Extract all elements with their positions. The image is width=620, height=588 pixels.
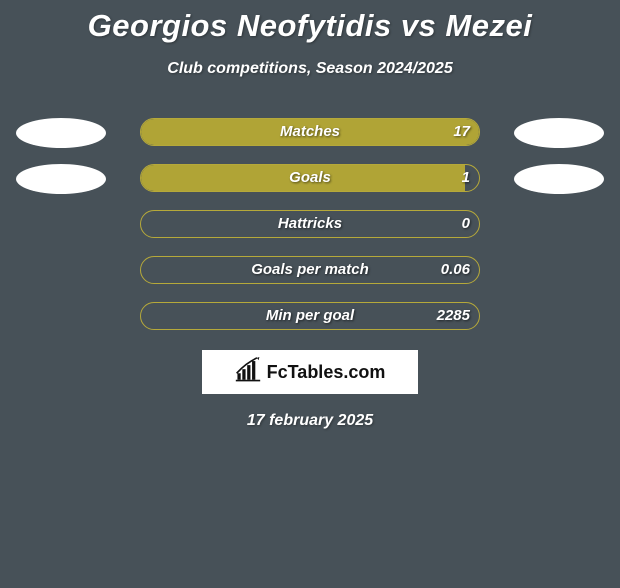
stat-row: Goals per match0.06 [0,256,620,284]
bar-chart-icon [235,357,261,388]
player-left-jersey [16,118,106,148]
stat-bar [140,256,480,284]
stat-row: Hattricks0 [0,210,620,238]
stat-bar-fill [141,119,479,145]
player-right-jersey [514,118,604,148]
player-left-jersey [16,164,106,194]
brand-badge: FcTables.com [202,350,418,394]
snapshot-date: 17 february 2025 [0,412,620,430]
comparison-title: Georgios Neofytidis vs Mezei [0,8,620,44]
stat-row: Goals1 [0,164,620,192]
stat-bar [140,210,480,238]
stat-bar [140,164,480,192]
stat-bar-fill [141,165,465,191]
stats-container: Matches17 Goals1 Hattricks0 Goals per match… [0,118,620,330]
comparison-subtitle: Club competitions, Season 2024/2025 [0,60,620,78]
stat-row: Min per goal2285 [0,302,620,330]
stat-bar [140,302,480,330]
stat-bar [140,118,480,146]
player-right-jersey [514,164,604,194]
stat-row: Matches17 [0,118,620,146]
brand-text: FcTables.com [267,362,386,383]
